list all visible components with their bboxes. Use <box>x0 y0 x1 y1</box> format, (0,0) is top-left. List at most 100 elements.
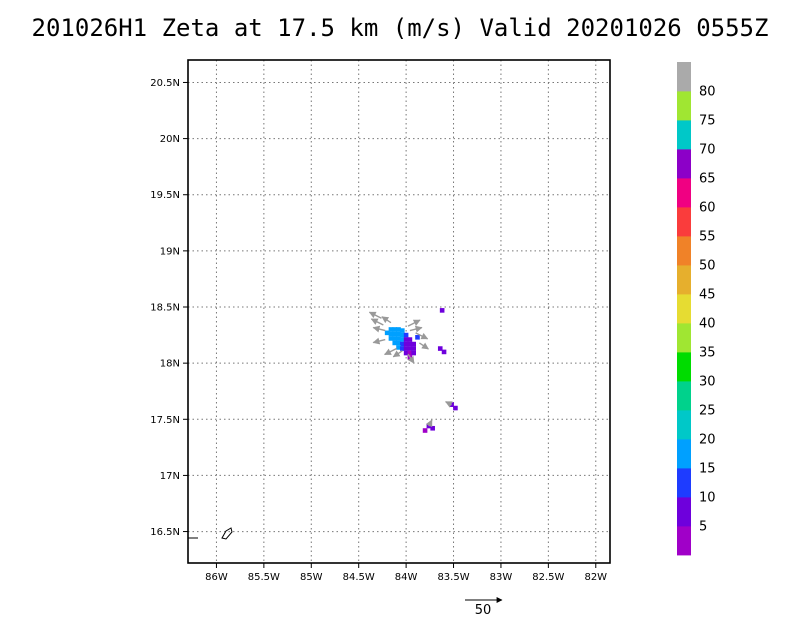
wind-vector <box>381 316 392 324</box>
zeta-cell <box>400 341 405 347</box>
colorbar-segment <box>677 62 691 92</box>
zeta-cell <box>430 425 435 431</box>
wind-vector <box>384 347 397 356</box>
zeta-cell <box>411 346 416 351</box>
colorbar-label: 55 <box>699 230 716 245</box>
zeta-cell <box>437 346 443 351</box>
colorbar-label: 25 <box>699 404 716 419</box>
zeta-cell <box>384 330 390 336</box>
zeta-cell <box>411 341 416 347</box>
reference-vector-label: 50 <box>475 603 492 618</box>
colorbar-label: 40 <box>699 317 716 332</box>
colorbar-segment <box>677 381 691 411</box>
x-tick-label: 86W <box>205 572 228 583</box>
zeta-cell <box>400 337 405 342</box>
colorbar-segment <box>677 178 691 208</box>
zeta-cell <box>400 328 405 333</box>
colorbar-label: 75 <box>699 114 716 129</box>
wind-vector <box>419 342 429 350</box>
wind-vector <box>445 401 453 408</box>
colorbar-segment <box>677 236 691 266</box>
zeta-cell <box>388 336 394 341</box>
zeta-cell <box>453 405 458 411</box>
zeta-cell <box>400 346 405 351</box>
y-tick-label: 16.5N <box>150 527 180 538</box>
zeta-cell <box>415 335 420 340</box>
zeta-cell <box>396 331 401 337</box>
x-tick-label: 85W <box>300 572 323 583</box>
colorbar-segment <box>677 410 691 440</box>
zeta-cell <box>403 341 409 347</box>
colorbar-segment <box>677 294 691 324</box>
colorbar-segment <box>677 468 691 498</box>
colorbar-segment <box>677 439 691 469</box>
zeta-cell <box>392 336 398 341</box>
zeta-cell <box>411 350 416 356</box>
zeta-cell <box>392 340 398 346</box>
colorbar-segment <box>677 207 691 237</box>
y-tick-label: 17N <box>160 471 180 482</box>
zeta-cell <box>396 336 401 341</box>
colorbar-label: 20 <box>699 433 716 448</box>
zeta-cell <box>407 337 413 342</box>
colorbar-segment <box>677 149 691 179</box>
wind-vector <box>407 319 421 327</box>
zeta-cell <box>441 349 447 355</box>
colorbar-label: 30 <box>699 375 716 390</box>
colorbar-label: 5 <box>699 520 707 535</box>
zeta-cell <box>396 345 401 350</box>
zeta-cell <box>388 331 394 337</box>
y-tick-label: 17.5N <box>150 415 180 426</box>
colorbar-label: 60 <box>699 201 716 216</box>
wind-vector <box>370 318 384 326</box>
x-tick-label: 84W <box>395 572 418 583</box>
x-tick-label: 83W <box>490 572 513 583</box>
zeta-cell <box>388 327 394 332</box>
zeta-cell <box>439 308 445 313</box>
y-tick-label: 19N <box>160 246 180 257</box>
coastline <box>221 527 233 540</box>
wind-vector <box>372 337 386 345</box>
wind-vector <box>368 311 382 319</box>
zeta-cell <box>403 350 409 356</box>
zeta-cell <box>407 346 413 351</box>
plot-frame <box>187 59 611 564</box>
y-tick-label: 18N <box>160 359 180 370</box>
zeta-cell <box>403 337 409 342</box>
colorbar-label: 10 <box>699 491 716 506</box>
colorbar-label: 45 <box>699 288 716 303</box>
colorbar-label: 65 <box>699 172 716 187</box>
zeta-cell <box>400 332 405 338</box>
wind-vector <box>415 332 429 340</box>
colorbar-segment <box>677 497 691 527</box>
wind-vector <box>407 353 415 364</box>
colorbar-segment <box>677 91 691 121</box>
y-tick-label: 20.5N <box>150 78 180 89</box>
zeta-cell <box>396 327 401 332</box>
y-tick-label: 19.5N <box>150 190 180 201</box>
zeta-cell <box>392 331 398 337</box>
colorbar-segment <box>677 265 691 295</box>
colorbar-segment <box>677 526 691 556</box>
x-tick-label: 82.5W <box>532 572 564 583</box>
x-tick-label: 85.5W <box>248 572 280 583</box>
colorbar-label: 50 <box>699 259 716 274</box>
wind-vector <box>425 419 433 428</box>
wind-vector <box>409 325 423 333</box>
colorbar-segment <box>677 323 691 353</box>
y-tick-label: 18.5N <box>150 303 180 314</box>
colorbar-segment <box>677 120 691 150</box>
x-tick-label: 83.5W <box>437 572 469 583</box>
colorbar-segment <box>677 352 691 382</box>
zeta-cell <box>396 340 401 346</box>
y-tick-label: 20N <box>160 134 180 145</box>
colorbar-label: 80 <box>699 85 716 100</box>
x-tick-label: 84.5W <box>343 572 375 583</box>
colorbar-label: 15 <box>699 462 716 477</box>
zeta-cell <box>407 350 413 356</box>
zeta-cell <box>403 332 409 338</box>
zeta-cell <box>403 346 409 351</box>
colorbar-label: 70 <box>699 143 716 158</box>
wind-vector <box>392 350 403 358</box>
colorbar-label: 35 <box>699 346 716 361</box>
